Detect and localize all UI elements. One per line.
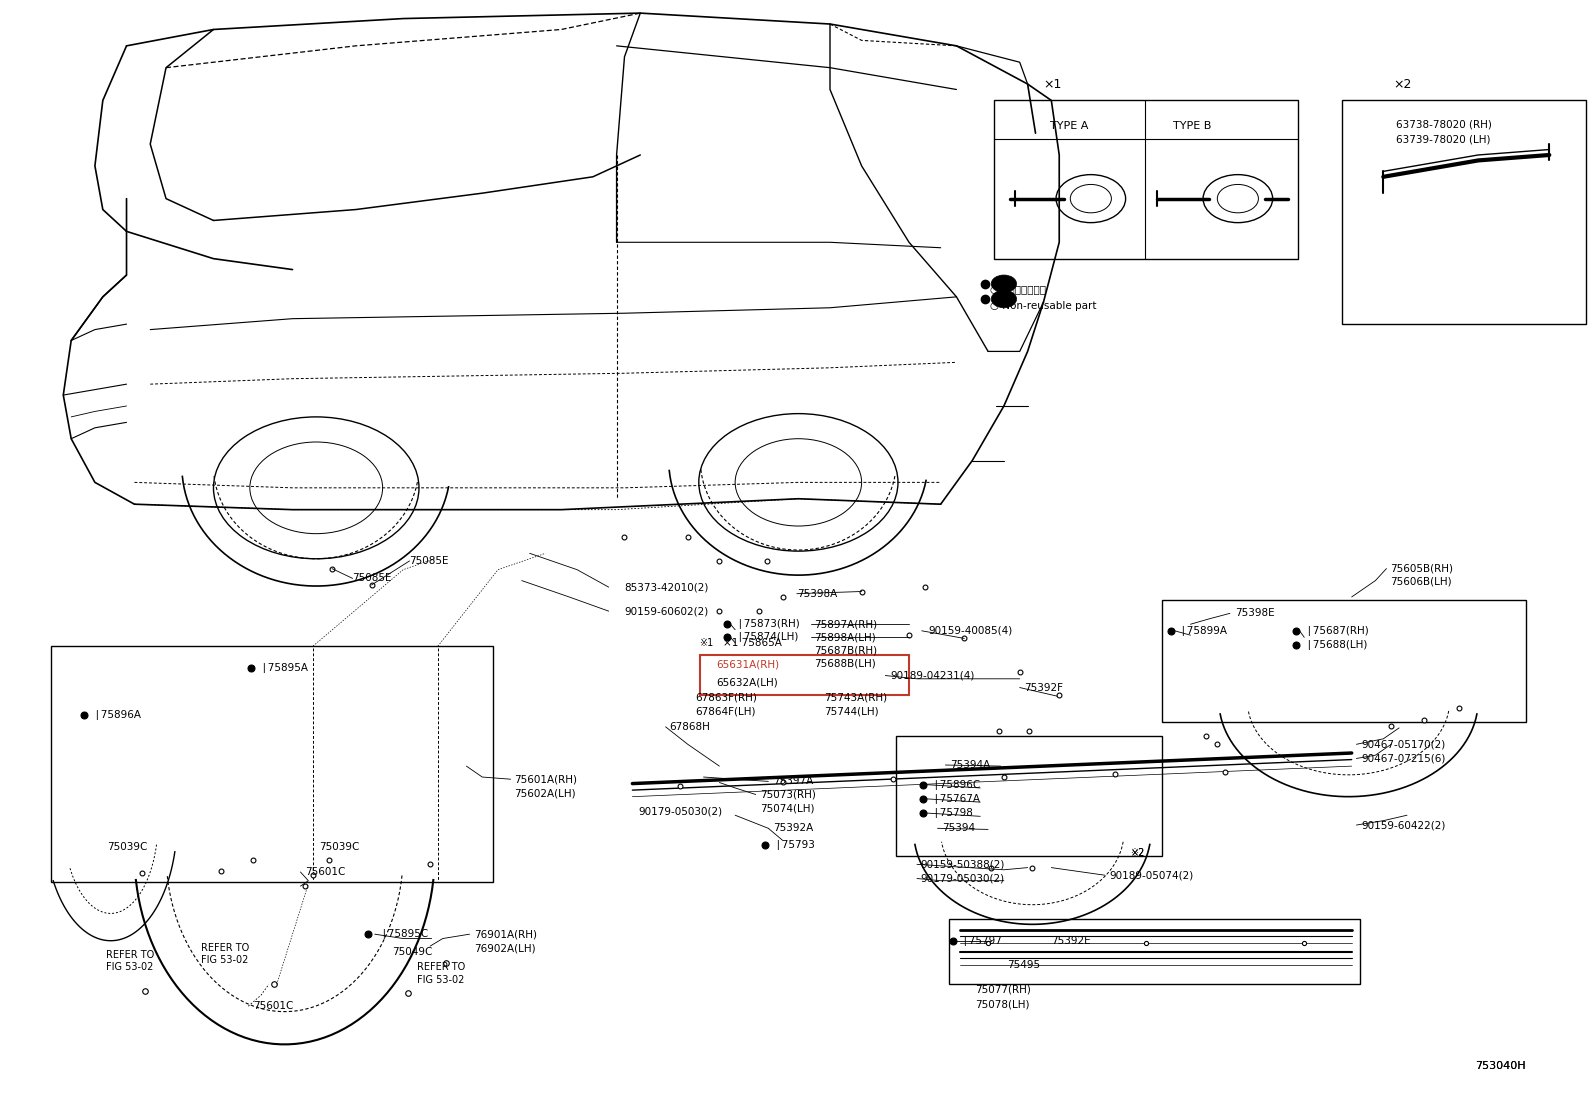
Circle shape xyxy=(992,275,1017,292)
Text: 75687B(RH): 75687B(RH) xyxy=(814,645,877,655)
Text: ❘75874(LH): ❘75874(LH) xyxy=(736,632,799,642)
Text: 65632A(LH): 65632A(LH) xyxy=(716,677,778,687)
Text: ○ Non-reusable part: ○ Non-reusable part xyxy=(990,301,1097,311)
Text: ❘75873(RH): ❘75873(RH) xyxy=(736,619,799,630)
Bar xyxy=(949,919,1360,985)
Text: 75394A: 75394A xyxy=(950,761,990,770)
Text: ❘75895A: ❘75895A xyxy=(259,663,309,673)
Text: ❘75797: ❘75797 xyxy=(960,935,1001,946)
Text: 75398E: 75398E xyxy=(1235,609,1274,619)
Text: 90159-60422(2): 90159-60422(2) xyxy=(1361,820,1446,830)
Text: 90189-04231(4): 90189-04231(4) xyxy=(890,670,974,680)
Text: 90159-40085(4): 90159-40085(4) xyxy=(928,625,1013,636)
Text: 75601C: 75601C xyxy=(306,867,345,877)
Text: ❘75767A: ❘75767A xyxy=(931,793,981,803)
Text: 75049C: 75049C xyxy=(392,946,433,956)
Text: 67864F(LH): 67864F(LH) xyxy=(696,707,756,717)
Bar xyxy=(51,646,494,881)
Text: 65631A(RH): 65631A(RH) xyxy=(716,659,780,669)
Text: FIG 53-02: FIG 53-02 xyxy=(417,975,465,985)
Text: 75605B(RH): 75605B(RH) xyxy=(1390,564,1452,574)
Text: ※2: ※2 xyxy=(1130,848,1145,858)
Text: ❘75895C: ❘75895C xyxy=(379,929,428,940)
Text: 67863F(RH): 67863F(RH) xyxy=(696,692,758,702)
Bar xyxy=(896,735,1162,856)
Text: 75495: 75495 xyxy=(1008,959,1040,969)
Text: 75397A: 75397A xyxy=(774,776,814,787)
Text: 75897A(RH): 75897A(RH) xyxy=(814,619,877,630)
Circle shape xyxy=(992,290,1017,308)
Text: 75074(LH): 75074(LH) xyxy=(761,803,815,813)
Text: 75601C: 75601C xyxy=(253,1001,293,1011)
Text: 75392A: 75392A xyxy=(774,823,814,833)
Text: FIG 53-02: FIG 53-02 xyxy=(201,955,248,965)
Bar xyxy=(995,100,1297,258)
Text: FIG 53-02: FIG 53-02 xyxy=(107,962,153,972)
Text: 75743A(RH): 75743A(RH) xyxy=(823,692,887,702)
Text: 753040H: 753040H xyxy=(1476,1062,1525,1072)
Text: 63738-78020 (RH): 63738-78020 (RH) xyxy=(1396,120,1492,130)
Text: 75606B(LH): 75606B(LH) xyxy=(1390,577,1452,587)
Text: 75398A: 75398A xyxy=(798,589,837,599)
Text: ❘75688(LH): ❘75688(LH) xyxy=(1304,640,1368,650)
Text: 75085E: 75085E xyxy=(352,574,392,584)
Text: ❘75899A: ❘75899A xyxy=(1178,625,1227,636)
Text: 90179-05030(2): 90179-05030(2) xyxy=(638,807,723,817)
Text: REFER TO: REFER TO xyxy=(107,950,154,959)
Text: ❘75798: ❘75798 xyxy=(931,808,973,818)
Text: REFER TO: REFER TO xyxy=(417,962,465,972)
Text: 75039C: 75039C xyxy=(108,842,148,852)
Bar xyxy=(1342,100,1586,324)
Text: 75394: 75394 xyxy=(942,823,976,833)
Text: 90467-05170(2): 90467-05170(2) xyxy=(1361,740,1446,750)
Text: 90179-05030(2): 90179-05030(2) xyxy=(920,874,1005,884)
Text: 75039C: 75039C xyxy=(320,842,360,852)
Text: 75392F: 75392F xyxy=(1024,682,1063,692)
Text: 76901A(RH): 76901A(RH) xyxy=(474,929,538,940)
Text: ×1: ×1 xyxy=(1043,78,1062,90)
Text: 90159-60602(2): 90159-60602(2) xyxy=(624,607,708,617)
Text: ○ 再使用不可部品: ○ 再使用不可部品 xyxy=(990,285,1046,295)
Text: 76902A(LH): 76902A(LH) xyxy=(474,943,537,953)
Text: ❘75687(RH): ❘75687(RH) xyxy=(1304,625,1369,636)
Text: ❘75793: ❘75793 xyxy=(774,840,815,850)
Text: 67868H: 67868H xyxy=(669,722,710,732)
Text: REFER TO: REFER TO xyxy=(201,943,248,953)
Text: ❘75896C: ❘75896C xyxy=(931,779,981,790)
Text: TYPE A: TYPE A xyxy=(1049,121,1087,131)
Text: 75602A(LH): 75602A(LH) xyxy=(514,788,575,798)
Text: 75392E: 75392E xyxy=(1051,935,1091,946)
Text: ※1: ※1 xyxy=(699,637,713,647)
Text: 75688B(LH): 75688B(LH) xyxy=(814,658,876,668)
Text: ×1 75865A: ×1 75865A xyxy=(723,637,782,647)
Text: 90467-07215(6): 90467-07215(6) xyxy=(1361,754,1446,764)
Bar xyxy=(1162,600,1525,722)
Text: 75077(RH): 75077(RH) xyxy=(976,985,1032,995)
Text: 75601A(RH): 75601A(RH) xyxy=(514,774,576,785)
Text: 75085E: 75085E xyxy=(409,556,449,566)
Text: 75078(LH): 75078(LH) xyxy=(976,999,1030,1009)
Text: 90189-05074(2): 90189-05074(2) xyxy=(1110,870,1194,880)
Text: 85373-42010(2): 85373-42010(2) xyxy=(624,582,708,592)
Text: 75898A(LH): 75898A(LH) xyxy=(814,632,876,642)
Text: 75744(LH): 75744(LH) xyxy=(823,707,879,717)
Text: ×2: ×2 xyxy=(1393,78,1411,90)
Bar xyxy=(700,655,909,696)
Text: ×2: ×2 xyxy=(1130,848,1145,858)
Text: 75073(RH): 75073(RH) xyxy=(761,789,817,799)
Text: 63739-78020 (LH): 63739-78020 (LH) xyxy=(1396,135,1490,145)
Text: 753040H: 753040H xyxy=(1476,1062,1525,1072)
Text: ❘75896A: ❘75896A xyxy=(92,710,140,720)
Text: TYPE B: TYPE B xyxy=(1173,121,1212,131)
Text: 90159-50388(2): 90159-50388(2) xyxy=(920,859,1005,869)
